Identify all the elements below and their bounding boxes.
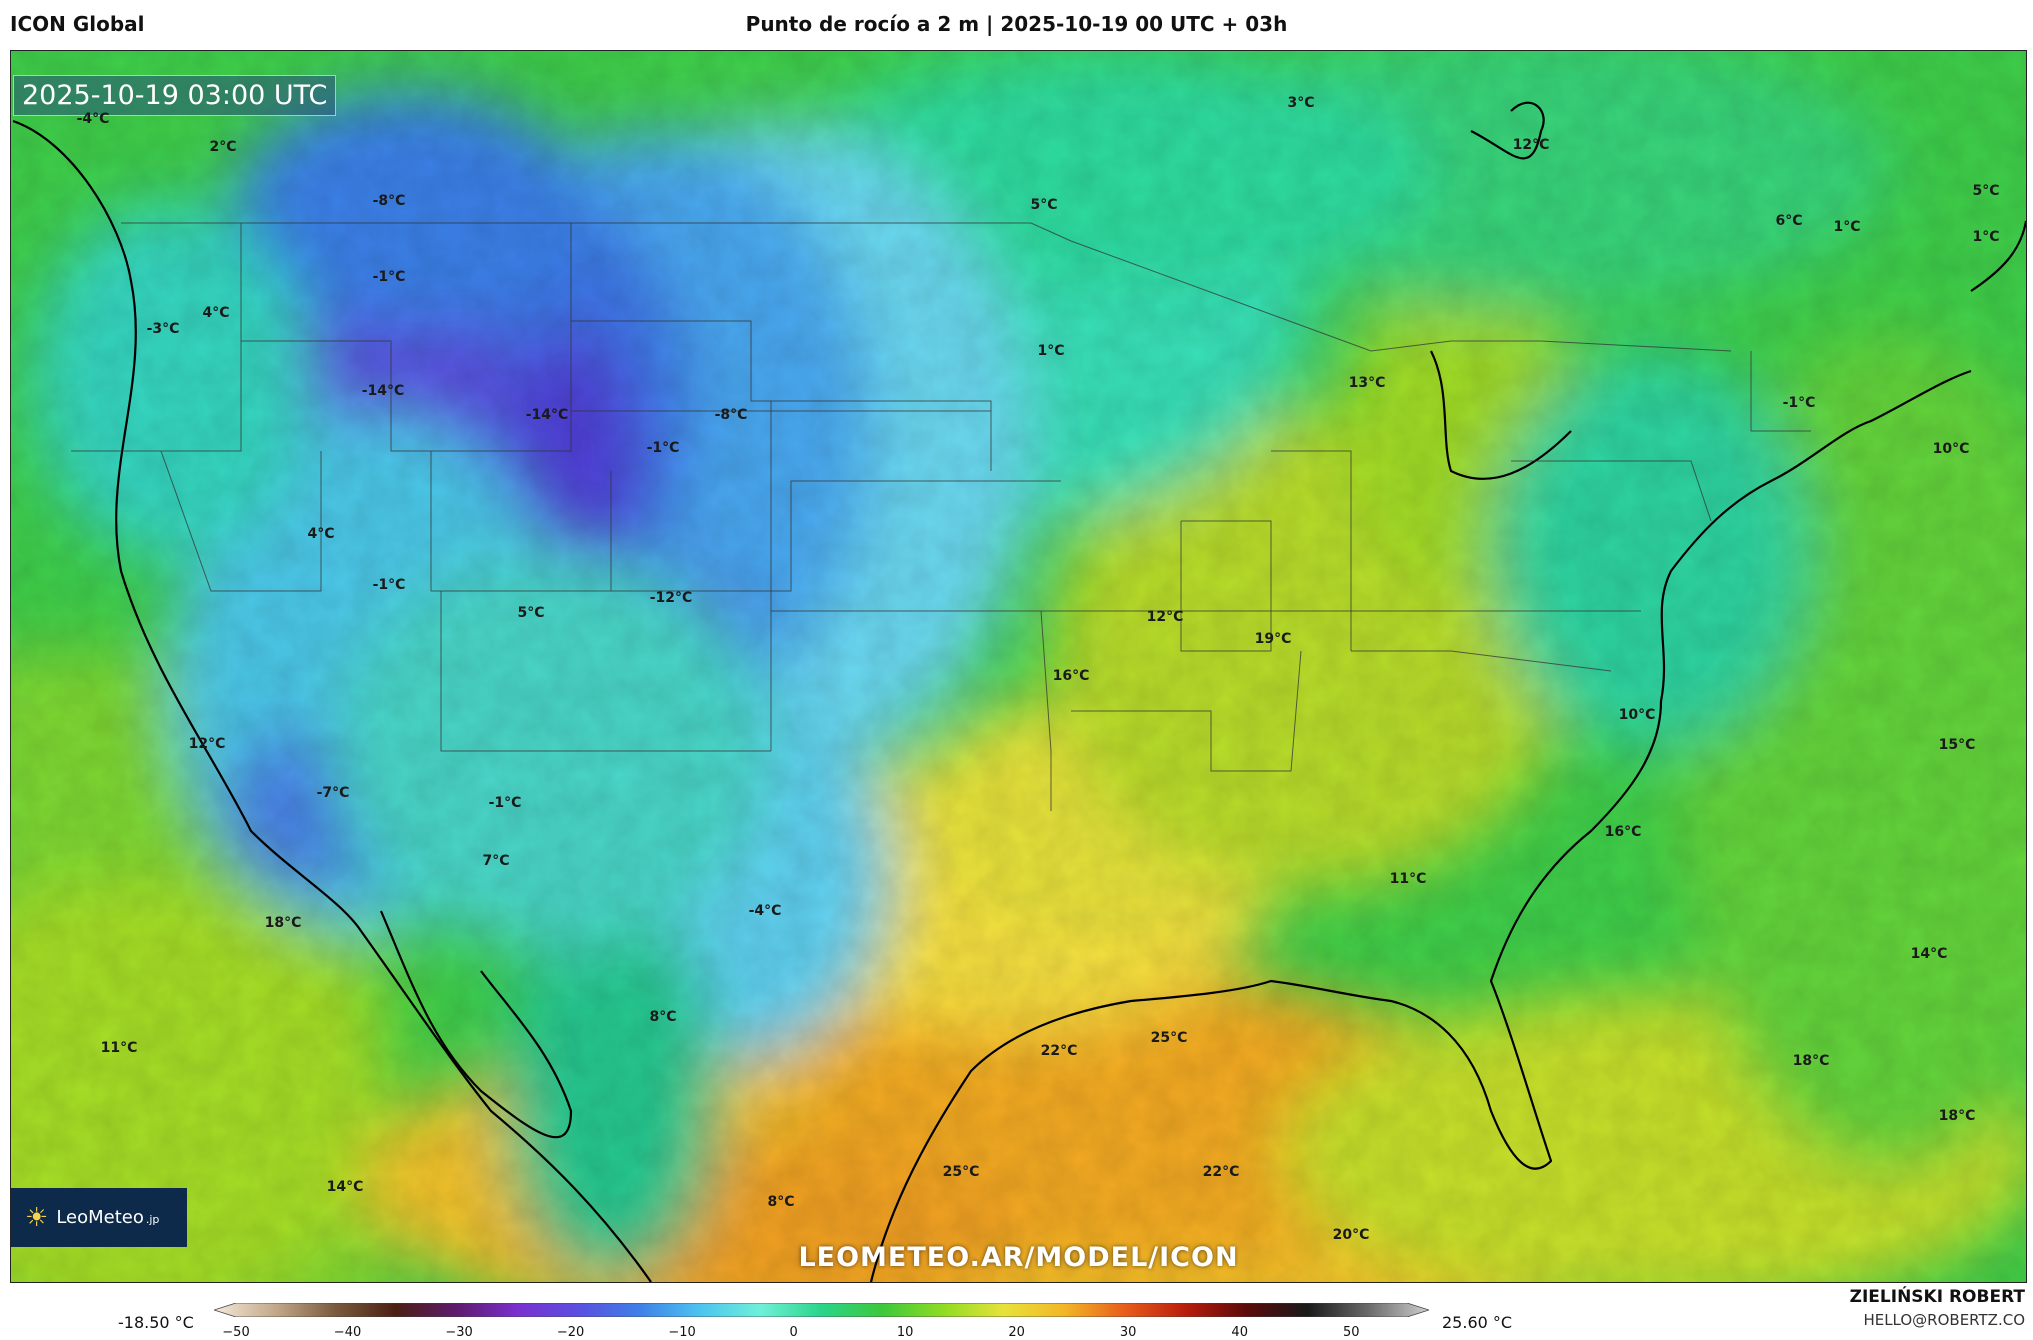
author-name: ZIELIŃSKI ROBERT (1849, 1287, 2025, 1307)
temperature-label: 14°C (326, 1179, 364, 1195)
colorbar-tick-label: −50 (222, 1325, 250, 1340)
temperature-label: -1°C (1782, 395, 1816, 411)
temperature-label: 1°C (1037, 343, 1065, 359)
temperature-label: -14°C (361, 383, 405, 399)
app-name: ICON Global (10, 12, 145, 36)
temperature-label: 20°C (1332, 1227, 1370, 1243)
temperature-label: 16°C (1604, 824, 1642, 840)
temperature-label: 11°C (1389, 871, 1427, 887)
temperature-label: 8°C (767, 1194, 795, 1210)
temperature-label: 6°C (1775, 213, 1803, 229)
temperature-label: -7°C (316, 785, 350, 801)
map-panel[interactable]: 2025-10-19 03:00 UTC -4°C 2°C -8°C 3°C 5°C 12… (10, 50, 2027, 1283)
watermark-url: LEOMETEO.AR/MODEL/ICON (798, 1242, 1239, 1273)
temperature-label: -1°C (372, 577, 406, 593)
temperature-label: -14°C (525, 407, 569, 423)
temperature-label: 10°C (1618, 707, 1656, 723)
temperature-label: 10°C (1932, 441, 1970, 457)
temperature-label: 25°C (942, 1164, 980, 1180)
colorbar-tick-label: 50 (1342, 1325, 1360, 1340)
temperature-label: -8°C (714, 407, 748, 423)
temperature-label: 4°C (202, 305, 230, 321)
temperature-label: 11°C (100, 1040, 138, 1056)
temperature-label: -8°C (372, 193, 406, 209)
temperature-label: 22°C (1040, 1043, 1078, 1059)
colorbar-tick-label: −40 (333, 1325, 362, 1340)
temperature-label: -1°C (372, 269, 406, 285)
legend-max-value: 25.60 °C (1442, 1313, 1513, 1332)
temperature-label: -4°C (76, 111, 110, 127)
map-title: Punto de rocío a 2 m | 2025-10-19 00 UTC… (745, 12, 1288, 36)
colorbar-tick-label: 0 (789, 1325, 798, 1340)
temperature-label: 5°C (1030, 197, 1058, 213)
temperature-label: 22°C (1202, 1164, 1240, 1180)
colorbar-gradient (214, 1303, 1429, 1317)
colorbar-tick-label: 40 (1231, 1325, 1248, 1340)
colorbar (214, 1303, 1429, 1317)
leometeo-logo[interactable]: ☀ LeoMeteo .jp (11, 1188, 187, 1247)
temperature-label: 16°C (1052, 668, 1090, 684)
temperature-label: 19°C (1254, 631, 1292, 647)
temperature-label: 4°C (307, 526, 335, 542)
temperature-label: 18°C (1792, 1053, 1830, 1069)
colorbar-tick-label: −20 (556, 1325, 585, 1340)
temperature-label: -1°C (488, 795, 522, 811)
temperature-label: 1°C (1833, 219, 1861, 235)
temperature-label: 8°C (649, 1009, 677, 1025)
colorbar-tick-label: 10 (896, 1325, 914, 1340)
colorbar-tick-label: 20 (1008, 1325, 1025, 1340)
temperature-label: 5°C (1972, 183, 2000, 199)
sun-icon: ☀ (25, 1202, 49, 1233)
temperature-label: 5°C (517, 605, 545, 621)
temperature-label: 12°C (188, 736, 226, 752)
temperature-label: 3°C (1287, 95, 1315, 111)
temperature-label: 18°C (264, 915, 302, 931)
temperature-label: 1°C (1972, 229, 2000, 245)
temperature-label: 2°C (209, 139, 237, 155)
colorbar-tick-label: −10 (668, 1325, 696, 1340)
valid-time-badge: 2025-10-19 03:00 UTC (13, 75, 337, 116)
colorbar-legend: -18.50 °C −50 −40 −30 −20 −10 0 10 20 30 40 50 25.… (0, 1295, 2033, 1340)
temperature-label: -4°C (748, 903, 782, 919)
temperature-label: 25°C (1150, 1030, 1188, 1046)
temperature-label: 18°C (1938, 1108, 1976, 1124)
temperature-label: 7°C (482, 853, 510, 869)
legend-min-value: -18.50 °C (118, 1313, 194, 1332)
dewpoint-field (11, 51, 2026, 1282)
temperature-label: -3°C (146, 321, 180, 337)
temperature-label: -12°C (649, 590, 693, 606)
author-email[interactable]: HELLO@ROBERTZ.CO (1863, 1311, 2025, 1329)
temperature-label: 13°C (1348, 375, 1386, 391)
temperature-label: 15°C (1938, 737, 1976, 753)
temperature-label: 12°C (1146, 609, 1184, 625)
logo-text: LeoMeteo .jp (56, 1207, 160, 1228)
temperature-label: 14°C (1910, 946, 1948, 962)
temperature-label: 12°C (1512, 137, 1550, 153)
colorbar-tick-label: 30 (1119, 1325, 1137, 1340)
colorbar-tick-label: −30 (445, 1325, 473, 1340)
temperature-label: -1°C (646, 440, 680, 456)
